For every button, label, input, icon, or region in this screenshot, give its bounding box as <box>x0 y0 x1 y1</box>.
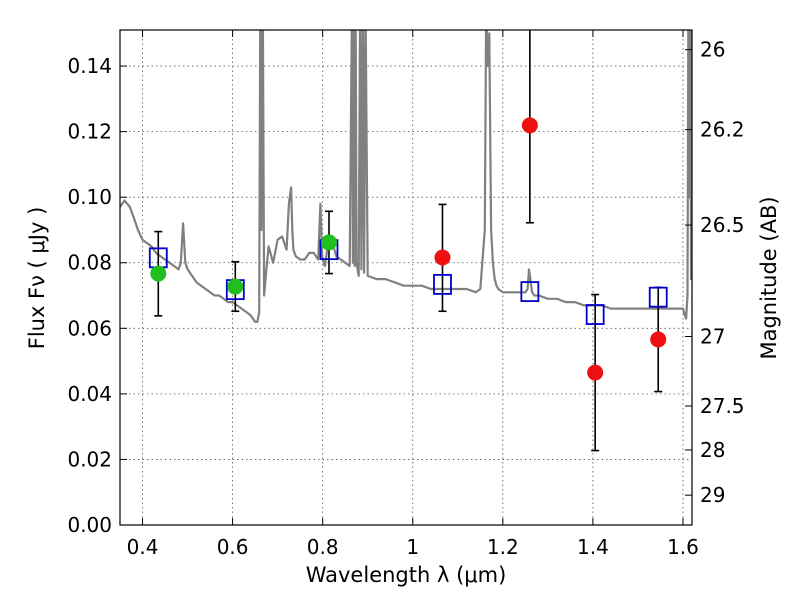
x-tick-label: 0.8 <box>307 535 339 559</box>
y2-tick-label: 26.5 <box>700 213 745 237</box>
green-data-point <box>150 265 167 282</box>
model-photometry-square <box>520 281 540 302</box>
y2-tick-label: 27.5 <box>700 394 745 418</box>
y2-tick-label: 26.2 <box>700 118 745 142</box>
y2-tick-label: 29 <box>700 483 725 507</box>
model-photometry-square <box>585 304 605 325</box>
green-data-point <box>227 278 244 295</box>
y-tick-label: 0.04 <box>67 382 112 406</box>
red-data-point <box>650 331 667 348</box>
x-tick-label: 1.2 <box>487 535 519 559</box>
x-axis-label: Wavelength λ (μm) <box>306 563 507 587</box>
y-tick-label: 0.00 <box>67 513 112 537</box>
red-data-point <box>587 364 604 381</box>
y-axis-label: Flux Fν ( μJy ) <box>25 207 49 350</box>
observed-points <box>150 117 667 381</box>
plot-frame <box>119 29 693 526</box>
y-tick-label: 0.06 <box>67 316 112 340</box>
red-data-point <box>521 117 538 134</box>
model-spectrum <box>120 30 692 323</box>
axis-ticks: 0.4 0.6 0.8 1 1.2 1.4 1.6 0.00 0.02 0.04 0.06 0.08 0… <box>67 30 745 559</box>
y2-tick-label: 26 <box>700 38 725 62</box>
green-data-point <box>320 234 337 251</box>
y2-tick-label: 27 <box>700 325 725 349</box>
y2-axis-label: Magnitude (AB) <box>757 196 781 359</box>
red-data-point <box>434 249 451 266</box>
y-tick-label: 0.12 <box>67 120 112 144</box>
x-tick-label: 1.6 <box>667 535 699 559</box>
model-photometry-square <box>433 273 452 295</box>
y-tick-label: 0.14 <box>67 54 112 78</box>
error-bars <box>154 30 663 452</box>
x-tick-label: 1 <box>406 535 419 559</box>
y-tick-label: 0.02 <box>67 447 112 471</box>
y-tick-label: 0.08 <box>67 251 112 275</box>
x-tick-label: 1.4 <box>577 535 609 559</box>
model-photometry-squares <box>148 239 668 325</box>
x-tick-label: 0.6 <box>217 535 249 559</box>
y-tick-label: 0.10 <box>67 185 112 209</box>
model-spectrum-line <box>120 30 692 323</box>
x-tick-label: 0.4 <box>127 535 159 559</box>
model-photometry-square <box>648 286 668 308</box>
y2-tick-label: 28 <box>700 438 725 462</box>
grid <box>120 30 692 526</box>
